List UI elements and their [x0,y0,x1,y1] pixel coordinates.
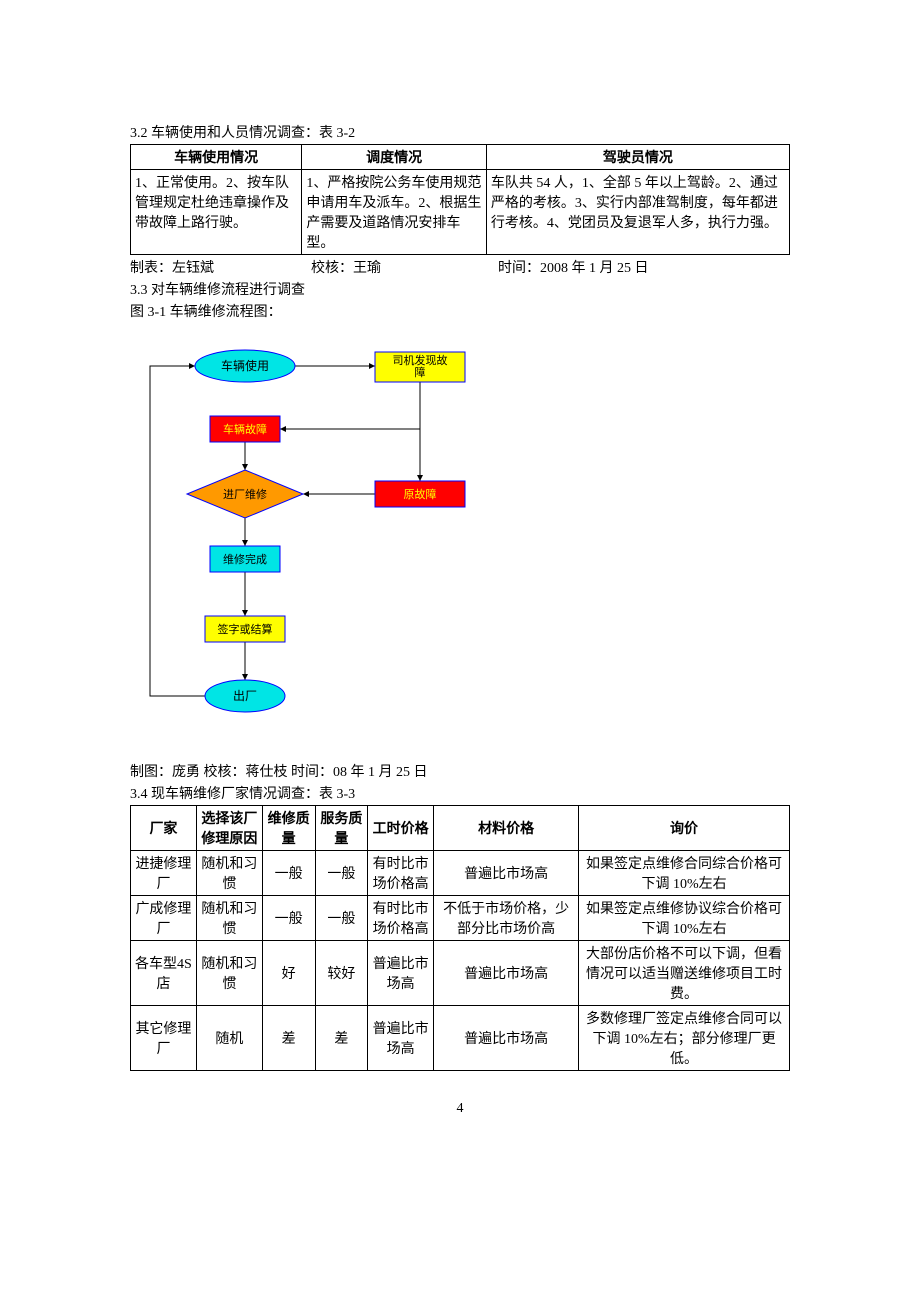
table-row: 其它修理厂随机差差普遍比市场高普遍比市场高多数修理厂签定点维修合同可以下调 10… [131,1006,790,1071]
table-3-3-cell: 较好 [315,941,368,1006]
table-3-3-header: 工时价格 [368,806,434,851]
table-3-3-cell: 如果签定点维修协议综合价格可下调 10%左右 [579,896,790,941]
figure-3-1-title: 图 3-1 车辆维修流程图： [130,301,790,321]
flow-node-driver: 司机发现故障 [375,352,465,382]
figure-3-1-footer: 制图：庞勇 校核：蒋仕枝 时间：08 年 1 月 25 日 [130,761,790,781]
table-3-3-cell: 一般 [315,896,368,941]
table-3-3-cell: 差 [262,1006,315,1071]
table-3-3-cell: 随机和习惯 [196,941,262,1006]
table-3-3-cell: 不低于市场价格，少部分比市场价高 [434,896,579,941]
table-3-2-cell: 1、严格按院公务车使用规范申请用车及派车。2、根据生产需要及道路情况安排车型。 [302,170,487,255]
svg-text:签字或结算: 签字或结算 [218,622,273,636]
table-3-3-cell: 多数修理厂签定点维修合同可以下调 10%左右；部分修理厂更低。 [579,1006,790,1071]
table-3-3-cell: 进捷修理厂 [131,851,197,896]
section-3-2-title: 3.2 车辆使用和人员情况调查：表 3-2 [130,122,790,142]
table-3-3-cell: 随机和习惯 [196,851,262,896]
table-3-2-footer: 制表：左钰斌 校核：王瑜 时间：2008 年 1 月 25 日 [130,257,790,277]
svg-text:维修完成: 维修完成 [223,552,267,566]
section-3-4-title: 3.4 现车辆维修厂家情况调查：表 3-3 [130,783,790,803]
table-3-3-cell: 一般 [262,896,315,941]
section-3-3-title: 3.3 对车辆维修流程进行调查 [130,279,790,299]
flow-node-out: 出厂 [205,680,285,712]
table-3-3-header: 服务质量 [315,806,368,851]
table-3-3-cell: 普遍比市场高 [368,1006,434,1071]
table-3-3: 厂家选择该厂修理原因维修质量服务质量工时价格材料价格询价 进捷修理厂随机和习惯一… [130,805,790,1071]
table-3-3-header: 选择该厂修理原因 [196,806,262,851]
svg-text:原故障: 原故障 [404,487,437,501]
table-3-3-header: 询价 [579,806,790,851]
flow-node-fault: 车辆故障 [210,416,280,442]
svg-text:司机发现故: 司机发现故 [393,353,448,367]
table-row: 进捷修理厂随机和习惯一般一般有时比市场价格高普遍比市场高如果签定点维修合同综合价… [131,851,790,896]
svg-text:进厂维修: 进厂维修 [223,487,267,501]
table-3-3-cell: 随机和习惯 [196,896,262,941]
flow-node-done: 维修完成 [210,546,280,572]
table-3-3-cell: 差 [315,1006,368,1071]
table-row: 各车型4S 店随机和习惯好较好普遍比市场高普遍比市场高大部份店价格不可以下调，但… [131,941,790,1006]
table-3-2-header: 调度情况 [302,145,487,170]
flow-node-use: 车辆使用 [195,350,295,382]
table-3-2-cell: 1、正常使用。2、按车队管理规定杜绝违章操作及带故障上路行驶。 [131,170,302,255]
table-3-3-cell: 随机 [196,1006,262,1071]
flow-node-sign: 签字或结算 [205,616,285,642]
table-3-3-cell: 普遍比市场高 [434,851,579,896]
table-3-3-cell: 有时比市场价格高 [368,896,434,941]
table-3-2-cell: 车队共 54 人，1、全部 5 年以上驾龄。2、通过严格的考核。3、实行内部准驾… [486,170,789,255]
table-row: 广成修理厂随机和习惯一般一般有时比市场价格高不低于市场价格，少部分比市场价高如果… [131,896,790,941]
svg-text:障: 障 [415,365,426,379]
svg-text:车辆使用: 车辆使用 [221,358,269,373]
flow-edge [150,366,205,696]
flowchart-svg: 车辆使用 司机发现故障车辆故障原故障 进厂维修维修完成签字或结算出厂 [130,341,500,751]
table-3-3-cell: 一般 [262,851,315,896]
flow-node-orig: 原故障 [375,481,465,507]
flow-node-repair: 进厂维修 [187,470,303,518]
svg-text:车辆故障: 车辆故障 [223,422,267,436]
table-3-3-cell: 其它修理厂 [131,1006,197,1071]
table-3-3-header: 厂家 [131,806,197,851]
table-3-3-cell: 大部份店价格不可以下调，但看情况可以适当赠送维修项目工时费。 [579,941,790,1006]
checker-label: 校核：王瑜 [311,261,381,276]
table-3-3-cell: 如果签定点维修合同综合价格可下调 10%左右 [579,851,790,896]
table-3-3-header: 材料价格 [434,806,579,851]
maker-label: 制表：左钰斌 [130,261,214,276]
table-3-3-cell: 广成修理厂 [131,896,197,941]
table-3-2-header: 驾驶员情况 [486,145,789,170]
table-3-3-cell: 有时比市场价格高 [368,851,434,896]
table-3-3-cell: 普遍比市场高 [434,1006,579,1071]
table-3-3-cell: 普遍比市场高 [434,941,579,1006]
table-3-2: 车辆使用情况调度情况驾驶员情况 1、正常使用。2、按车队管理规定杜绝违章操作及带… [130,144,790,255]
svg-text:出厂: 出厂 [233,689,257,703]
page-number: 4 [130,1101,790,1117]
table-3-3-cell: 普遍比市场高 [368,941,434,1006]
table-3-2-header: 车辆使用情况 [131,145,302,170]
table-3-3-cell: 各车型4S 店 [131,941,197,1006]
flowchart-container: 车辆使用 司机发现故障车辆故障原故障 进厂维修维修完成签字或结算出厂 [130,341,790,751]
time-label: 时间：2008 年 1 月 25 日 [498,261,649,276]
table-3-3-cell: 好 [262,941,315,1006]
table-3-3-cell: 一般 [315,851,368,896]
table-3-3-header: 维修质量 [262,806,315,851]
